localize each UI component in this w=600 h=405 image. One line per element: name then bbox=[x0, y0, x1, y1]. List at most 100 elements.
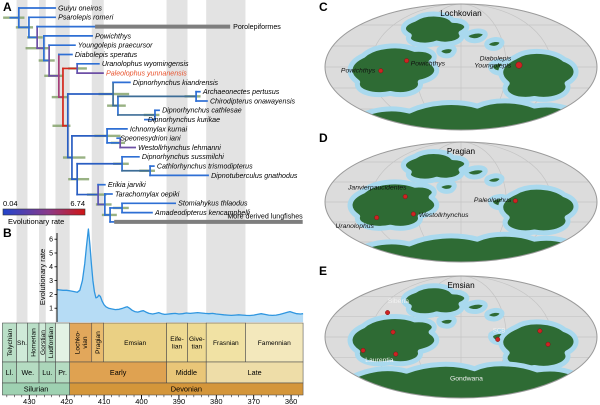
timescale-cell-label: Sh. bbox=[17, 340, 27, 347]
taxon-label: Powichthys bbox=[95, 32, 131, 40]
taxon-label: Dipnorhynchus cathlesae bbox=[162, 107, 242, 115]
taxon-label: Speonesydrion iani bbox=[120, 135, 181, 143]
landmass bbox=[501, 187, 576, 233]
timescale-cell-label: Lu. bbox=[42, 368, 52, 377]
y-tick-label: 4 bbox=[49, 264, 53, 271]
x-tick-label: 360 bbox=[285, 397, 298, 405]
timescale-cell-label: Give-tian bbox=[189, 336, 205, 351]
fossil-dot bbox=[393, 351, 399, 357]
taxon-label: Westollrhynchus lehmanni bbox=[138, 144, 221, 152]
landmass bbox=[403, 14, 466, 45]
rate-legend: 0.04 6.74 Evolutionary rate bbox=[2, 199, 86, 226]
stage-highlight-band bbox=[206, 0, 246, 323]
timescale-cell bbox=[103, 322, 167, 363]
timescale-cell-label: Eife-lian bbox=[170, 336, 184, 351]
fossil-dot bbox=[495, 336, 501, 342]
y-tick-label: 1 bbox=[49, 306, 53, 313]
taxon-label: Amadeodipterus kencampbelli bbox=[154, 209, 250, 217]
taxon-label: Porolepiformes bbox=[233, 23, 281, 31]
map-label: Uranolophus bbox=[335, 223, 374, 230]
map-labels: Siberia Laurentia SCB Gondwana bbox=[365, 298, 505, 382]
legend-gradient-bar bbox=[2, 208, 86, 216]
x-tick-label: 400 bbox=[135, 397, 148, 405]
panel-c-letter: C bbox=[319, 0, 328, 14]
rate-curve-fill bbox=[57, 229, 304, 322]
timescale-cell-label: Frasnian bbox=[213, 340, 239, 347]
ci-bar bbox=[62, 156, 86, 159]
timescale-cell-label: Late bbox=[248, 368, 262, 377]
fossil-dot bbox=[402, 194, 408, 200]
map-labels: Janvierpaucidentes Uranolophus Westollrhyn… bbox=[335, 184, 511, 229]
map-label: Paleolophus bbox=[474, 197, 512, 204]
map-lochkovian: Powichthys Powichthys DiabolepisYoungolepi… bbox=[324, 3, 598, 131]
landmass bbox=[466, 302, 485, 311]
panel-b-letter: B bbox=[3, 226, 12, 240]
map-outline bbox=[324, 3, 598, 131]
timescale-cell-label: Famennian bbox=[258, 340, 291, 347]
taxon-label: Diabolepis speratus bbox=[75, 51, 138, 59]
panel-d-letter: D bbox=[319, 131, 328, 145]
map-label: Janvierpaucidentes bbox=[347, 184, 407, 191]
taxon-label: Paleolophus yunnanensis bbox=[106, 70, 187, 78]
map-label: SCB bbox=[493, 329, 505, 335]
timescale-cell-label: Devonian bbox=[171, 385, 202, 394]
landmass bbox=[350, 182, 437, 228]
timescale-cell-label: Homerian bbox=[31, 328, 38, 357]
stage-highlight-band bbox=[39, 0, 46, 323]
timescale-cell-label: Ludfordian bbox=[48, 327, 55, 358]
map-landmasses bbox=[341, 14, 584, 130]
fossil-dot bbox=[390, 329, 396, 335]
landmass bbox=[487, 310, 502, 319]
timescale-cell-label: Ll. bbox=[6, 368, 14, 377]
map-label: Westollrhynchus bbox=[419, 212, 469, 219]
taxon-label: Psarolepis romeri bbox=[58, 14, 114, 22]
map-title: Lochkovian bbox=[440, 9, 482, 18]
map-globe bbox=[325, 276, 597, 398]
rate-curve-line bbox=[56, 228, 304, 317]
taxon-label: Ichnomylax kurnai bbox=[130, 125, 188, 133]
ci-bar bbox=[52, 124, 71, 127]
x-tick-label: 430 bbox=[23, 397, 36, 405]
taxon-label: Tarachomylax oepiki bbox=[115, 190, 180, 198]
taxon-label: Archaeonectes pertusus bbox=[202, 88, 280, 96]
landmass bbox=[501, 51, 576, 99]
map-label: Powichthys bbox=[411, 61, 446, 68]
taxon-label: Erikia jarviki bbox=[108, 181, 146, 189]
landmass bbox=[439, 183, 454, 192]
map-outline bbox=[324, 275, 598, 399]
landmass bbox=[487, 39, 502, 48]
fossil-dot bbox=[537, 328, 543, 334]
map-label: Siberia bbox=[388, 298, 409, 305]
legend-max: 6.74 bbox=[70, 199, 85, 208]
map-title: Emsian bbox=[447, 281, 475, 290]
panel-e-letter: E bbox=[319, 264, 328, 278]
timescale-cell-label: Telychian bbox=[7, 328, 14, 356]
panel-a-letter: A bbox=[3, 0, 12, 14]
tree-branches bbox=[9, 7, 303, 224]
y-tick-label: 2 bbox=[49, 292, 53, 299]
fossil-dot bbox=[404, 58, 410, 64]
tree-tip-labels: Guiyu oneiros Psarolepis romeri Porolepifo… bbox=[58, 4, 303, 220]
taxon-label: Uranolophus wyomingensis bbox=[102, 60, 189, 68]
timescale-cell-label: We. bbox=[21, 368, 34, 377]
map-label: Powichthys bbox=[341, 68, 376, 75]
landmass bbox=[466, 31, 485, 41]
fossil-dot bbox=[410, 211, 416, 217]
timescale-cell-label: Middle bbox=[176, 368, 197, 377]
timescale-cell-label: Early bbox=[110, 368, 127, 377]
landmass bbox=[350, 46, 437, 95]
fossil-dots bbox=[360, 310, 551, 357]
map-label: Laurentia bbox=[365, 357, 394, 364]
legend-min: 0.04 bbox=[3, 199, 18, 208]
timescale: Telychian Sh. Homerian Gorstian Ludfordian Lo… bbox=[2, 322, 304, 405]
y-tick-label: 5 bbox=[49, 250, 53, 257]
timescale-cell-label: Lochko-vian bbox=[74, 331, 89, 354]
landmass bbox=[350, 317, 437, 364]
map-globe bbox=[325, 142, 597, 262]
timescale-cell-label: Silurian bbox=[24, 385, 49, 394]
x-tick-label: 370 bbox=[247, 397, 260, 405]
taxon-label: Dipnorhynchus kurikae bbox=[148, 116, 220, 124]
timescale-cell-label: Pr. bbox=[58, 368, 67, 377]
